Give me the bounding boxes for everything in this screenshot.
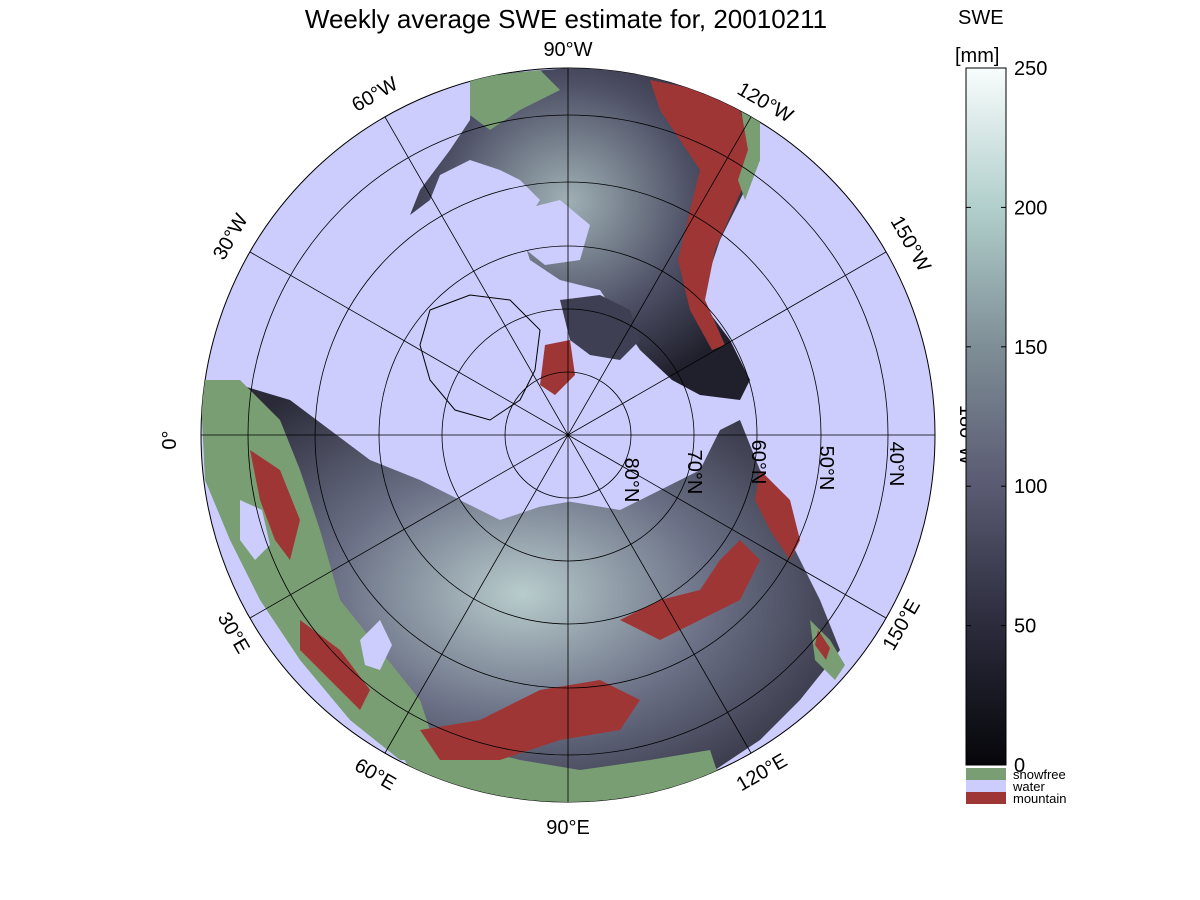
rockies-mountain (650, 80, 755, 350)
europe-mountain (250, 450, 300, 560)
baltic-sea (240, 500, 270, 560)
japan-mountain (815, 630, 830, 660)
latitude-labels: 80°N 70°N 60°N 50°N 40°N (620, 440, 907, 503)
caucasus-mountain (300, 620, 370, 710)
arctic-archipelago (560, 295, 640, 360)
colorbar-tick-label: 100 (1014, 476, 1047, 498)
colorbar-label-line2: [mm] (955, 45, 999, 67)
lat-label-40n: 40°N (885, 442, 907, 487)
colorbar-tick-label: 50 (1014, 616, 1036, 638)
legend-swatch-snowfree (966, 768, 1006, 780)
east-siberia-mountain (620, 540, 760, 640)
legend-label-snowfree: snowfree (1013, 767, 1066, 782)
kamchatka-mountain (755, 470, 800, 560)
greenland-outline (419, 294, 541, 421)
central-asia-snowfree (380, 720, 720, 802)
archipelago-mountain (540, 340, 575, 395)
colorbar-gradient (965, 67, 1007, 766)
caspian-sea (360, 620, 392, 670)
colorbar: SWE [mm] 0 50 100 150 200 250 (955, 7, 1047, 777)
legend-label-water: water (1012, 779, 1045, 794)
lon-label-60w: 60°W (348, 73, 402, 117)
colorbar-label-line1: SWE (958, 7, 1004, 29)
legend-swatch-water (966, 780, 1006, 792)
lon-label-30e: 30°E (213, 609, 254, 658)
siberian-coast-water (370, 420, 720, 510)
colorbar-ticks: 0 50 100 150 200 250 (966, 58, 1047, 777)
lat-label-60n: 60°N (747, 440, 769, 485)
lon-label-0: 0° (159, 430, 181, 449)
lat-label-70n: 70°N (683, 450, 705, 495)
lon-label-90e: 90°E (546, 817, 590, 839)
lat-label-50n: 50°N (815, 446, 837, 491)
figure-title: Weekly average SWE estimate for, 2001021… (305, 4, 827, 34)
polar-map (200, 67, 936, 803)
lon-label-60e: 60°E (351, 754, 400, 795)
lon-label-90w: 90°W (543, 39, 592, 61)
colorbar-tick-label: 250 (1014, 58, 1047, 80)
colorbar-tick-label: 0 (1014, 755, 1025, 777)
lat-label-80n: 80°N (620, 458, 642, 503)
legend-label-mountain: mountain (1013, 791, 1066, 806)
lon-label-30w: 30°W (209, 210, 253, 264)
legend-swatch-mountain (966, 792, 1006, 804)
north-america-west-snowfree (470, 70, 560, 130)
himalaya-mountain (420, 680, 640, 760)
colorbar-tick-label: 150 (1014, 337, 1047, 359)
meridians (201, 68, 935, 802)
colorbar-tick-label: 200 (1014, 197, 1047, 219)
pacific-coast-snowfree (738, 104, 760, 200)
